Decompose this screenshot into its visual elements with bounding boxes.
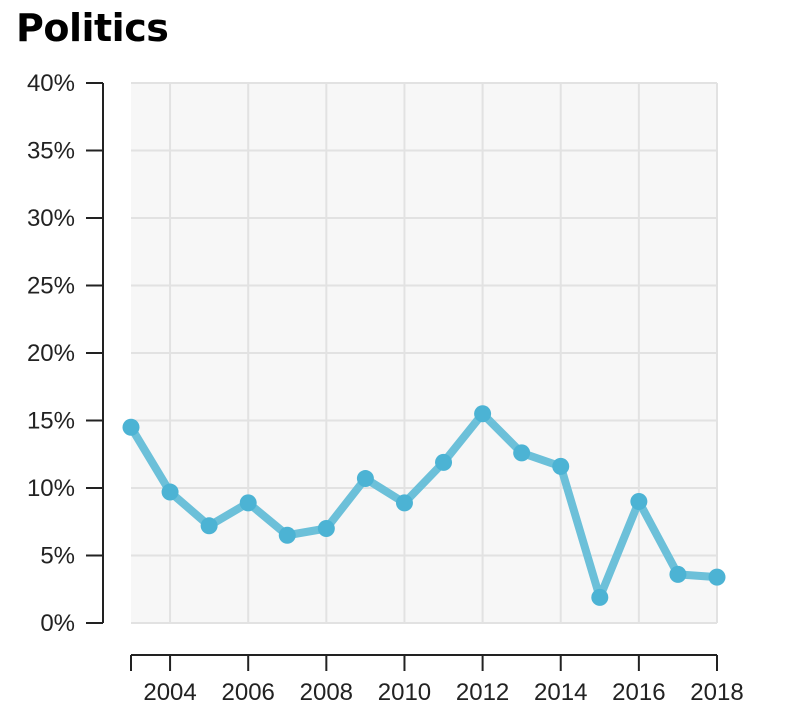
- y-tick-label: 0%: [40, 610, 75, 637]
- x-tick-label: 2012: [456, 679, 509, 706]
- x-tick-label: 2006: [222, 679, 275, 706]
- grid-lines: [131, 82, 718, 624]
- y-tick-label: 10%: [27, 475, 75, 502]
- y-axis: 0% 5% 10% 15% 20% 25% 30% 35% 40%: [27, 70, 104, 637]
- x-tick-label: 2016: [612, 679, 665, 706]
- data-point: [356, 470, 374, 488]
- y-tick-label: 35%: [27, 138, 75, 165]
- y-tick-label: 5%: [40, 543, 75, 570]
- data-point: [317, 520, 335, 537]
- series-layer: [122, 405, 726, 606]
- y-tick-label: 40%: [27, 70, 75, 97]
- y-tick-label: 20%: [27, 340, 75, 367]
- data-point: [708, 568, 726, 586]
- x-tick-label: 2014: [534, 679, 587, 706]
- data-point: [239, 494, 257, 512]
- data-point: [669, 565, 687, 583]
- chart-title: Politics: [16, 6, 169, 50]
- data-point: [591, 588, 609, 606]
- y-tick-label: 15%: [27, 408, 75, 435]
- data-point: [435, 453, 453, 471]
- y-tick-label: 25%: [27, 273, 75, 300]
- data-point: [200, 517, 218, 535]
- x-tick-label: 2010: [378, 679, 431, 706]
- series-line: [127, 409, 721, 602]
- x-axis: 2004 2006 2008 2010 2012 2014 2016 2018: [130, 654, 744, 706]
- data-point: [122, 418, 140, 436]
- data-point: [161, 483, 179, 501]
- data-point: [630, 493, 648, 510]
- y-tick-label: 30%: [27, 205, 75, 232]
- data-point: [278, 526, 296, 544]
- data-point: [513, 444, 531, 462]
- data-point: [552, 457, 570, 475]
- data-point: [474, 405, 492, 423]
- data-point: [395, 494, 413, 512]
- x-tick-label: 2018: [690, 679, 743, 706]
- x-tick-label: 2008: [300, 679, 353, 706]
- x-tick-label: 2004: [143, 679, 196, 706]
